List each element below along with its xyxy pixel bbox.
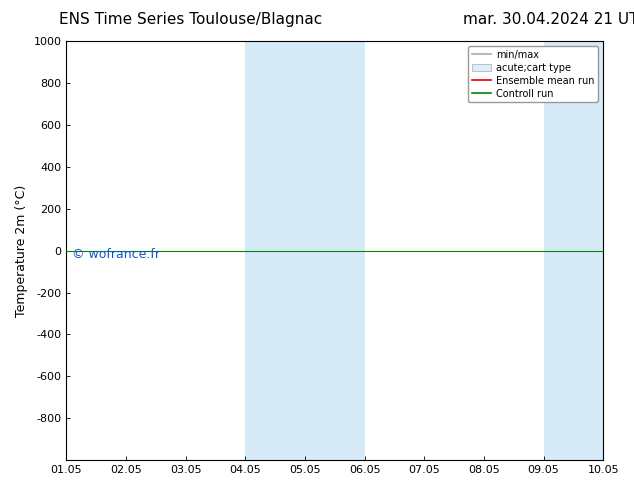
Text: mar. 30.04.2024 21 UTC: mar. 30.04.2024 21 UTC xyxy=(463,12,634,27)
Y-axis label: Temperature 2m (°C): Temperature 2m (°C) xyxy=(15,184,28,317)
Legend: min/max, acute;cart type, Ensemble mean run, Controll run: min/max, acute;cart type, Ensemble mean … xyxy=(468,46,598,102)
Bar xyxy=(543,41,603,460)
Bar xyxy=(305,41,365,460)
Text: © wofrance.fr: © wofrance.fr xyxy=(72,248,160,262)
Bar xyxy=(245,41,305,460)
Text: ENS Time Series Toulouse/Blagnac: ENS Time Series Toulouse/Blagnac xyxy=(58,12,322,27)
